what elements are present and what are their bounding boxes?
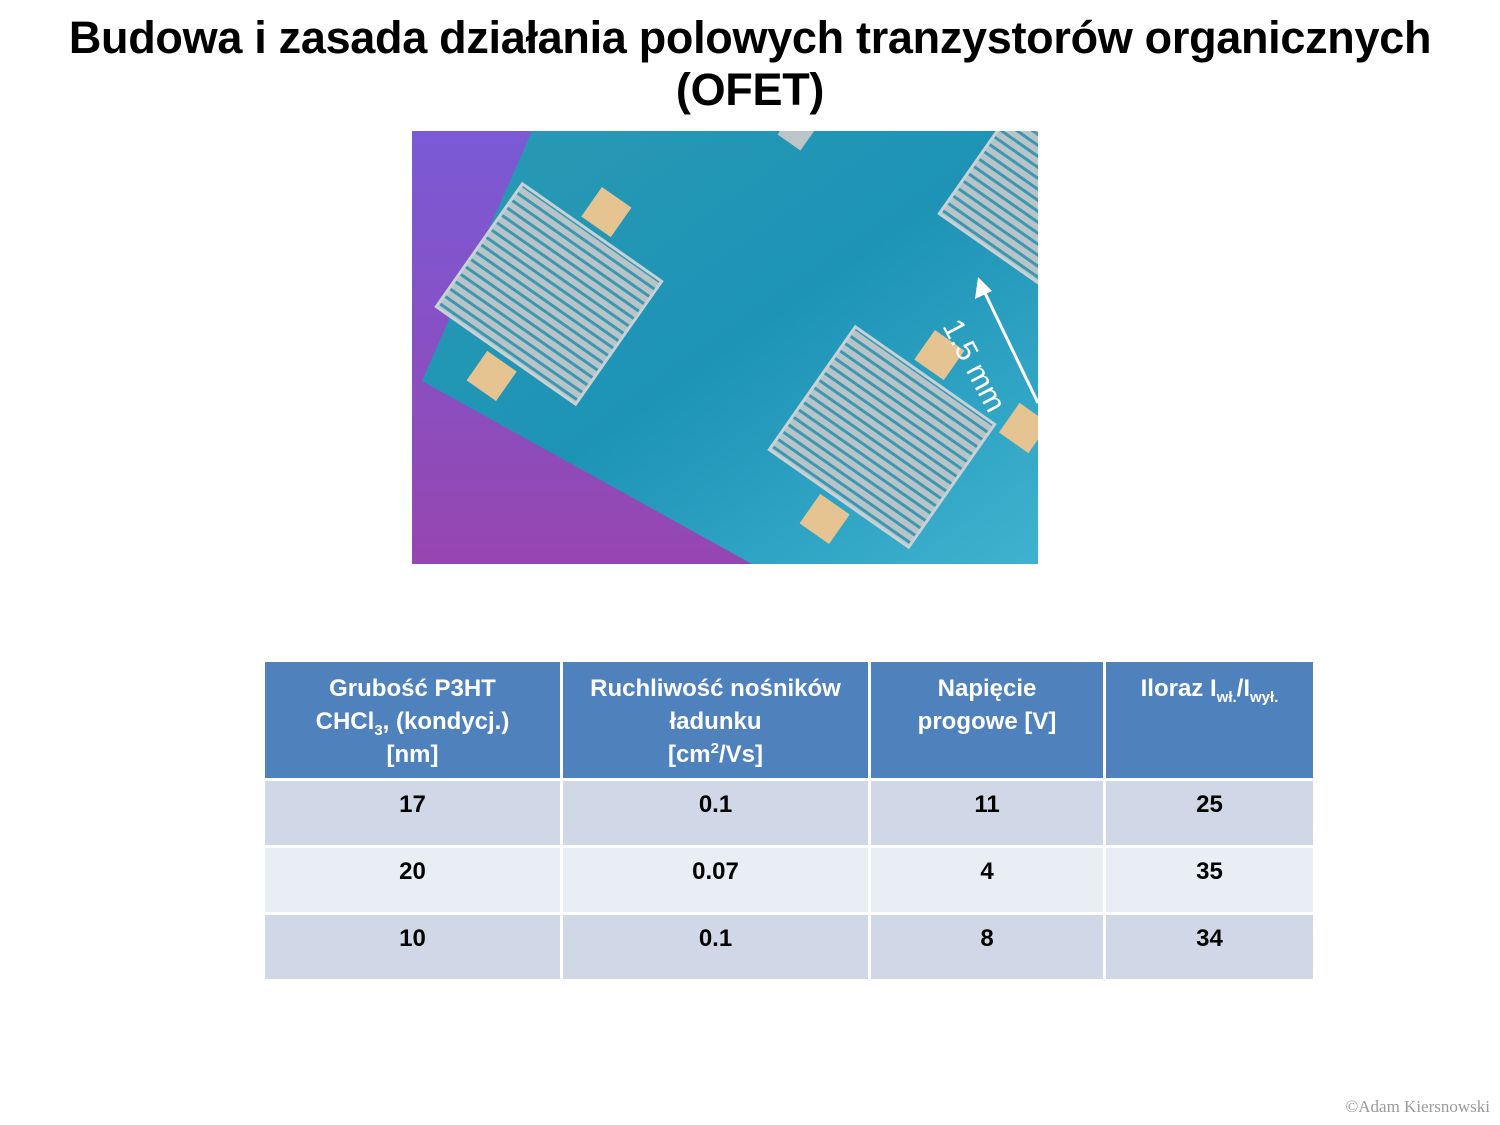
table-cell: 10 — [262, 912, 563, 982]
table-cell: 34 — [1103, 912, 1316, 982]
table-header-row: Grubość P3HT CHCl3, (kondycj.) [nm] Ruch… — [262, 659, 1316, 781]
table-cell: 17 — [262, 778, 563, 848]
header-thickness: Grubość P3HT CHCl3, (kondycj.) [nm] — [262, 659, 563, 781]
table-cell: 35 — [1103, 845, 1316, 915]
table-cell: 0.1 — [560, 912, 871, 982]
table-row: 20 0.07 4 35 — [262, 845, 1316, 915]
scale-arrow — [975, 277, 1038, 404]
table-cell: 4 — [868, 845, 1106, 915]
table-cell: 8 — [868, 912, 1106, 982]
table-cell: 0.1 — [560, 778, 871, 848]
header-threshold-voltage: Napięcie progowe [V] — [868, 659, 1106, 781]
header-on-off-ratio: Iloraz Iwł./Iwył. — [1103, 659, 1316, 781]
table-row: 17 0.1 11 25 — [262, 778, 1316, 848]
ofet-device-photo: 1.5 mm — [412, 131, 1038, 564]
table-cell: 0.07 — [560, 845, 871, 915]
header-mobility: Ruchliwość nośników ładunku [cm2/Vs] — [560, 659, 871, 781]
table-cell: 25 — [1103, 778, 1316, 848]
table-row: 10 0.1 8 34 — [262, 912, 1316, 982]
table-cell: 20 — [262, 845, 563, 915]
table-cell: 11 — [868, 778, 1106, 848]
slide-title: Budowa i zasada działania polowych tranz… — [68, 12, 1432, 115]
copyright-notice: ©Adam Kiersnowski — [1345, 1097, 1490, 1116]
ofet-parameters-table: Grubość P3HT CHCl3, (kondycj.) [nm] Ruch… — [262, 659, 1316, 982]
